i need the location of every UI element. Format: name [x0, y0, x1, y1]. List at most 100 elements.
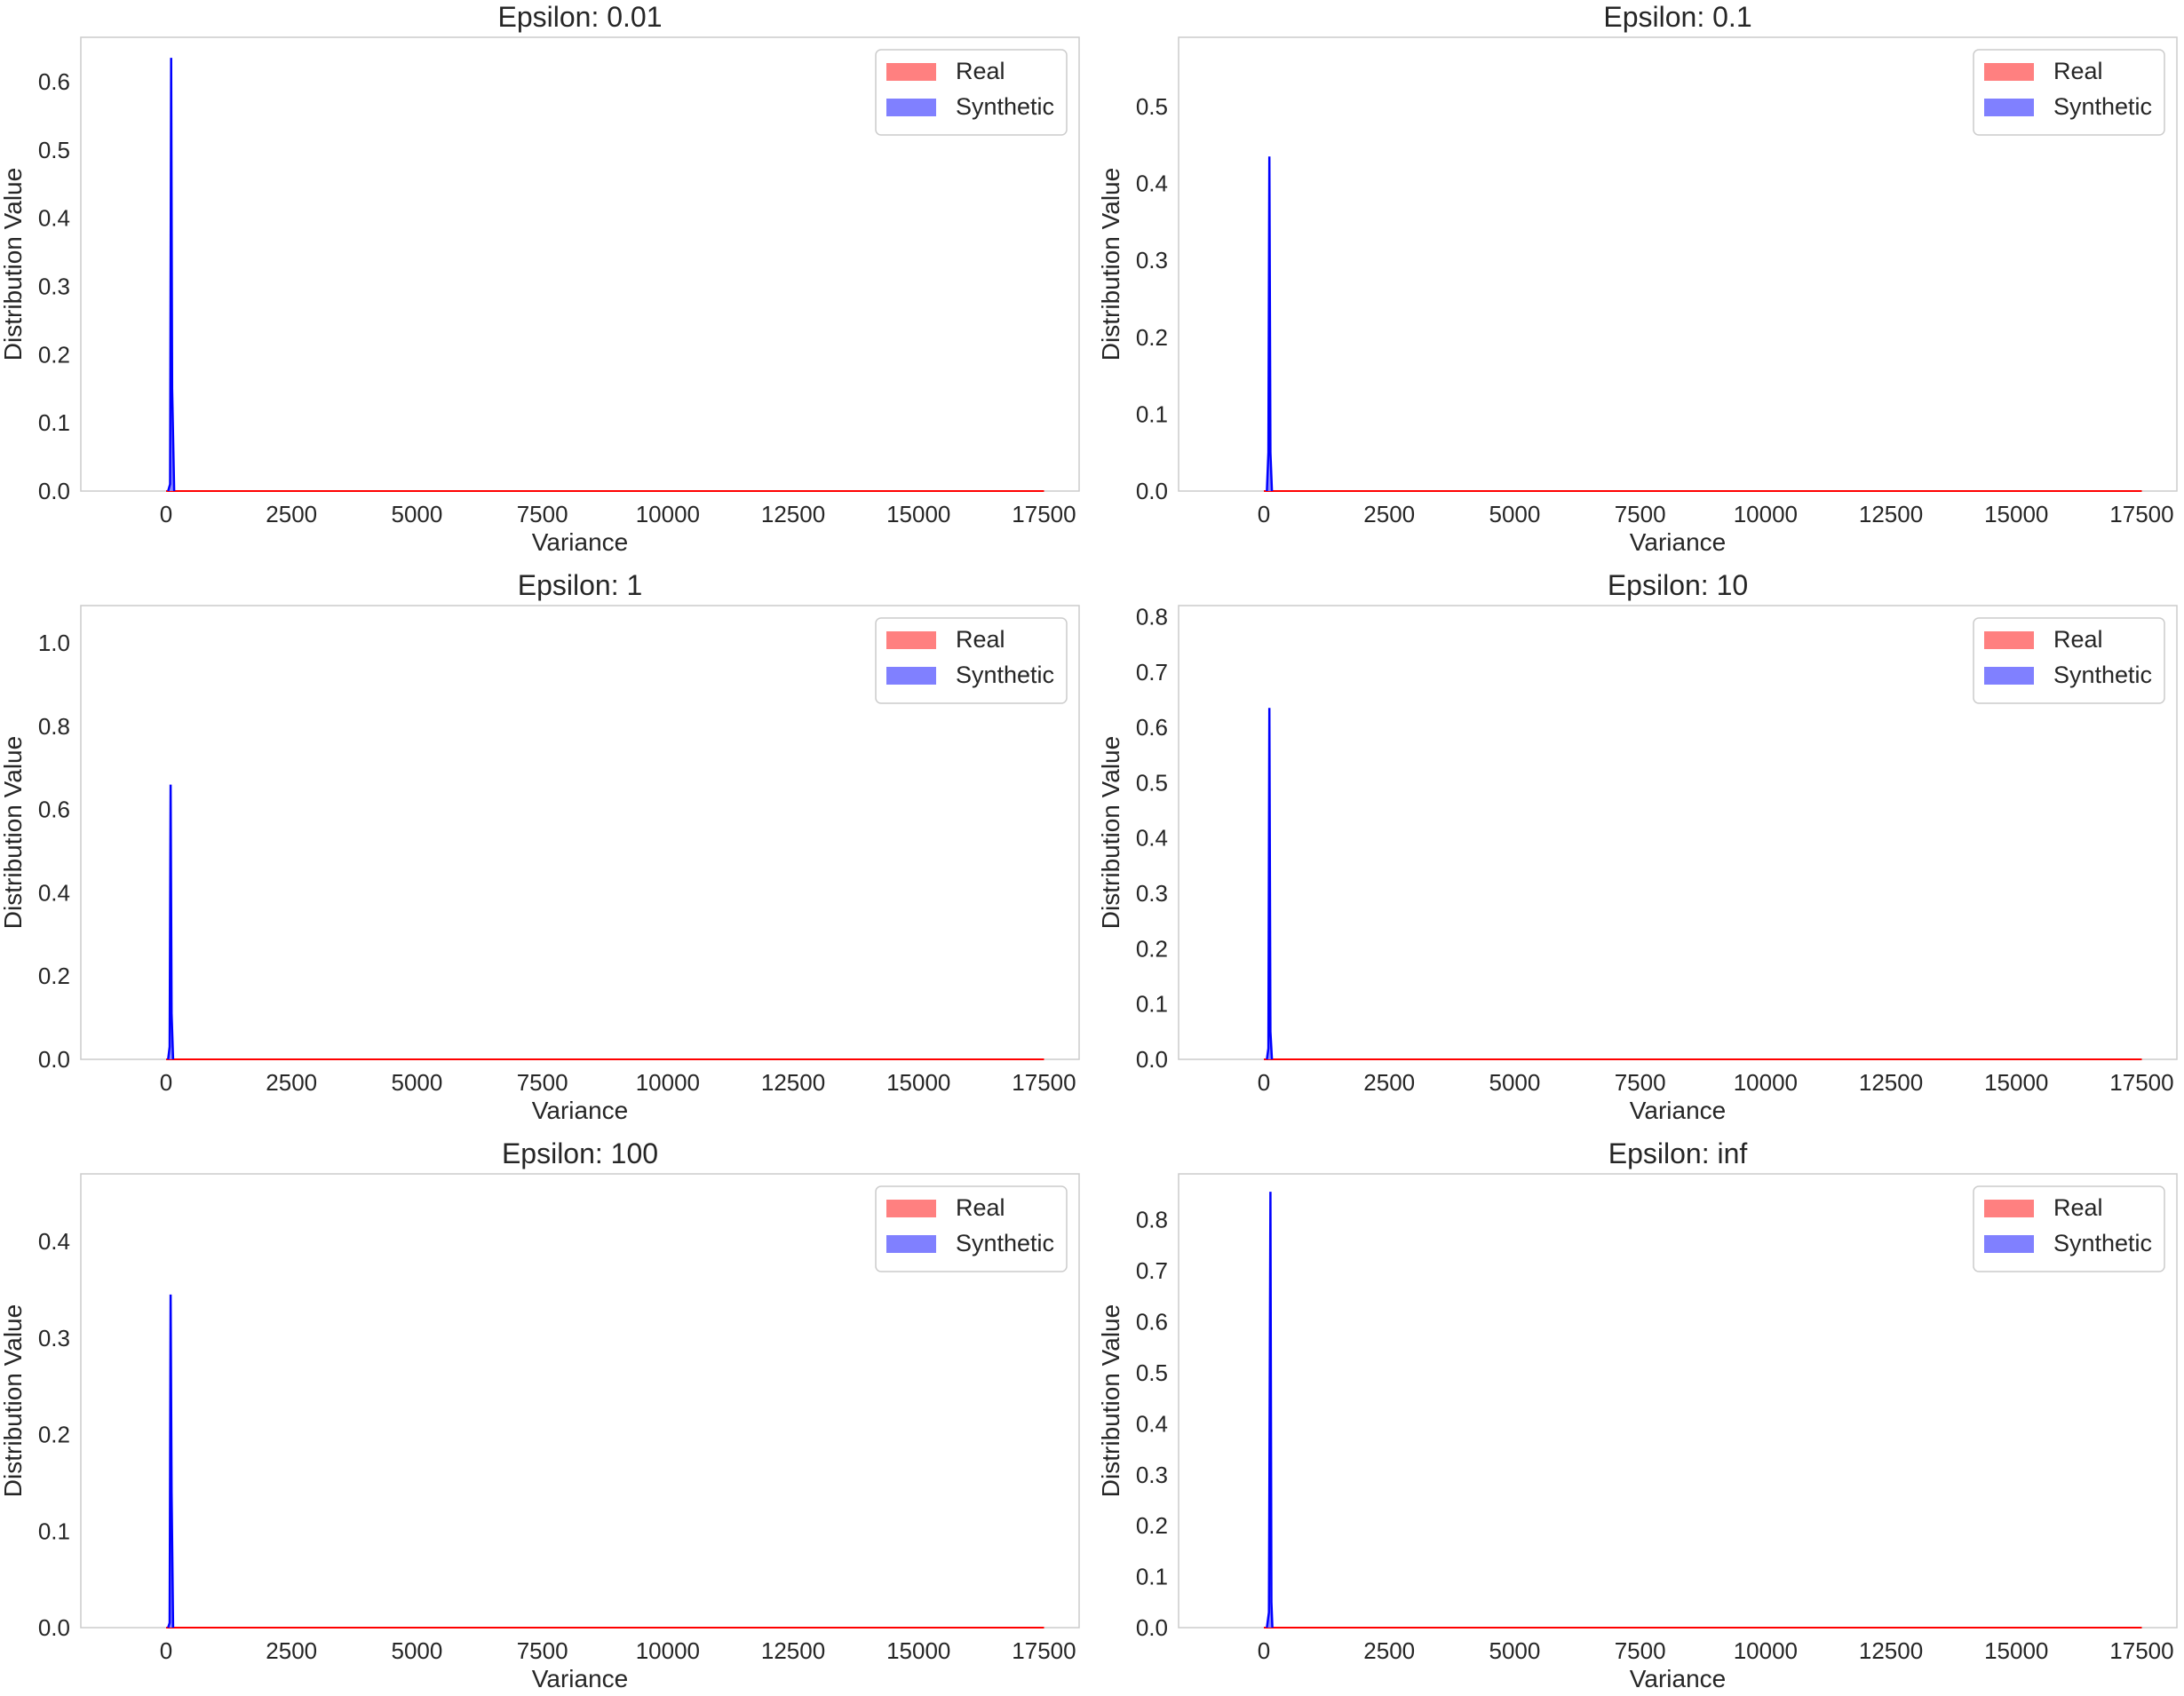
y-axis-label: Distribution Value: [1097, 1304, 1124, 1497]
x-tick-label: 5000: [1489, 501, 1541, 527]
x-tick-label: 0: [160, 501, 172, 527]
legend-label: Synthetic: [956, 662, 1054, 688]
x-tick-label: 12500: [761, 501, 825, 527]
x-axis-label: Variance: [1630, 528, 1726, 556]
x-tick-label: 15000: [1984, 501, 2048, 527]
x-tick-label: 15000: [886, 1637, 950, 1664]
synthetic-series-line: [1266, 156, 1274, 492]
x-axis-label: Variance: [532, 1097, 628, 1124]
chart-title: Epsilon: 0.01: [497, 1, 662, 33]
chart-title: Epsilon: inf: [1608, 1137, 1748, 1169]
chart-title: Epsilon: 10: [1608, 569, 1748, 601]
x-tick-label: 2500: [1363, 1069, 1415, 1096]
y-tick-label: 0.3: [1136, 1462, 1168, 1488]
legend-swatch-real: [886, 63, 936, 81]
legend-label: Real: [956, 1194, 1005, 1221]
y-tick-label: 0.1: [1136, 1564, 1168, 1590]
chart-panel-3: Epsilon: 1 0 2500 5000 7500 10000 12500 15000 17…: [0, 569, 1080, 1124]
y-tick-label: 0.7: [1136, 659, 1168, 686]
y-axis-label: Distribution Value: [0, 168, 27, 361]
y-axis-label: Distribution Value: [0, 736, 27, 929]
x-tick-label: 12500: [1859, 1069, 1923, 1096]
y-tick-label: 0.2: [38, 963, 70, 989]
y-tick-label: 0.0: [38, 478, 70, 504]
x-tick-label: 10000: [636, 1637, 700, 1664]
synthetic-series-line: [167, 58, 176, 492]
x-tick-label: 17500: [1012, 501, 1076, 527]
legend: Real Synthetic: [875, 49, 1068, 136]
x-tick-label: 10000: [636, 1069, 700, 1096]
x-tick-label: 7500: [1615, 1069, 1666, 1096]
legend-label: Synthetic: [2053, 1230, 2152, 1256]
y-tick-label: 0.4: [38, 879, 70, 906]
x-tick-label: 15000: [886, 501, 950, 527]
y-tick-label: 0.7: [1136, 1257, 1168, 1284]
y-tick-label: 0.1: [38, 1518, 70, 1544]
x-tick-label: 2500: [266, 501, 317, 527]
y-tick-label: 0.2: [1136, 1512, 1168, 1539]
y-tick-label: 0.0: [38, 1046, 70, 1073]
y-axis-label: Distribution Value: [1097, 168, 1124, 361]
x-tick-label: 0: [160, 1637, 172, 1664]
chart-panel-1: Epsilon: 0.01 0 2500 5000 7500 10000 12500 1500…: [0, 1, 1080, 556]
x-tick-label: 15000: [1984, 1069, 2048, 1096]
y-tick-label: 0.0: [38, 1614, 70, 1641]
x-tick-label: 2500: [1363, 1637, 1415, 1664]
x-tick-label: 0: [160, 1069, 172, 1096]
x-tick-label: 0: [1258, 1637, 1270, 1664]
y-tick-label: 0.3: [1136, 247, 1168, 273]
legend-label: Synthetic: [2053, 662, 2152, 688]
x-tick-label: 7500: [1615, 1637, 1666, 1664]
x-tick-label: 7500: [517, 1069, 568, 1096]
x-tick-label: 17500: [2109, 501, 2173, 527]
legend: Real Synthetic: [1973, 617, 2165, 704]
y-tick-label: 0.4: [1136, 825, 1168, 852]
x-tick-label: 17500: [1012, 1069, 1076, 1096]
synthetic-series-line: [167, 1294, 175, 1629]
x-tick-label: 7500: [517, 1637, 568, 1664]
legend-label: Real: [956, 626, 1005, 653]
x-tick-label: 2500: [266, 1069, 317, 1096]
chart-panel-4: Epsilon: 10 0 2500 5000 7500 10000 12500 15000 1…: [1097, 569, 2178, 1124]
y-tick-label: 0.1: [1136, 400, 1168, 427]
y-tick-label: 0.3: [1136, 880, 1168, 907]
x-tick-label: 0: [1258, 501, 1270, 527]
y-tick-label: 0.2: [1136, 324, 1168, 351]
x-tick-label: 5000: [1489, 1637, 1541, 1664]
y-tick-label: 0.8: [1136, 1207, 1168, 1233]
x-axis-label: Variance: [1630, 1665, 1726, 1692]
x-tick-label: 17500: [2109, 1637, 2173, 1664]
y-tick-label: 0.0: [1136, 478, 1168, 504]
x-tick-label: 15000: [886, 1069, 950, 1096]
x-tick-label: 17500: [1012, 1637, 1076, 1664]
y-tick-label: 0.0: [1136, 1046, 1168, 1073]
y-tick-label: 0.4: [38, 1228, 70, 1255]
chart-title: Epsilon: 100: [502, 1137, 658, 1169]
y-tick-label: 0.6: [1136, 714, 1168, 741]
x-tick-label: 2500: [1363, 501, 1415, 527]
x-tick-label: 12500: [761, 1069, 825, 1096]
y-tick-label: 0.3: [38, 273, 70, 299]
legend-label: Synthetic: [956, 1230, 1054, 1256]
legend-swatch-real: [886, 631, 936, 649]
legend-swatch-real: [1984, 631, 2034, 649]
y-axis-label: Distribution Value: [0, 1304, 27, 1497]
y-tick-label: 0.4: [1136, 170, 1168, 197]
x-tick-label: 10000: [1734, 1069, 1798, 1096]
synthetic-series-line: [1266, 1192, 1274, 1629]
x-tick-label: 15000: [1984, 1637, 2048, 1664]
y-tick-label: 0.5: [1136, 93, 1168, 120]
x-tick-label: 10000: [1734, 501, 1798, 527]
x-tick-label: 7500: [517, 501, 568, 527]
x-tick-label: 5000: [392, 1069, 443, 1096]
legend-swatch-synthetic: [886, 1235, 936, 1253]
x-tick-label: 10000: [1734, 1637, 1798, 1664]
legend: Real Synthetic: [875, 1185, 1068, 1272]
legend-swatch-synthetic: [1984, 1235, 2034, 1253]
chart-panel-5: Epsilon: 100 0 2500 5000 7500 10000 12500 15000…: [0, 1137, 1080, 1692]
legend-swatch-real: [886, 1200, 936, 1217]
y-axis-label: Distribution Value: [1097, 736, 1124, 929]
legend-label: Real: [2053, 1194, 2103, 1221]
legend-label: Real: [2053, 626, 2103, 653]
